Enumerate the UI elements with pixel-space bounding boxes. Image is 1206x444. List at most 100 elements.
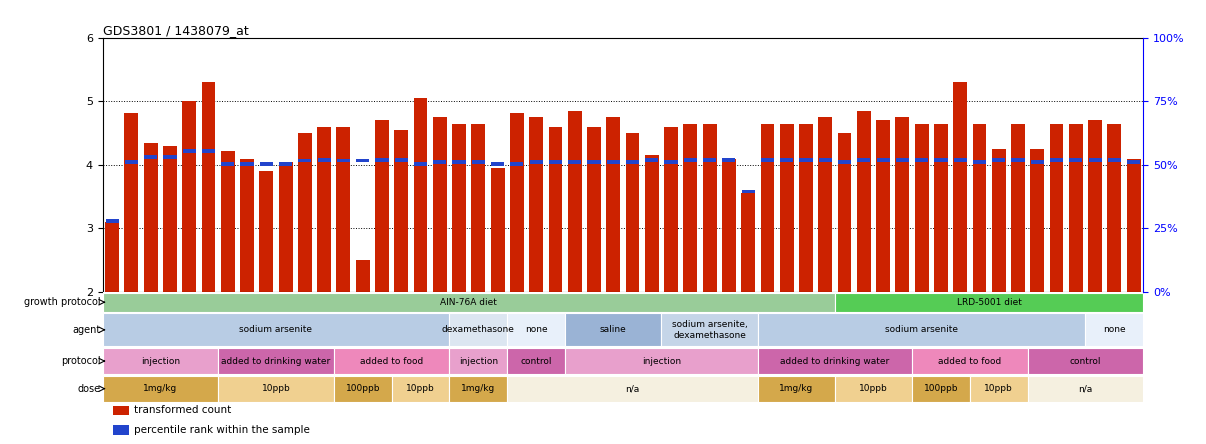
Bar xyxy=(144,143,158,292)
Text: 100ppb: 100ppb xyxy=(345,384,380,393)
Text: control: control xyxy=(521,357,552,365)
Bar xyxy=(877,158,890,162)
Bar xyxy=(124,113,139,292)
Bar xyxy=(912,376,970,402)
Text: injection: injection xyxy=(141,357,180,365)
Bar xyxy=(742,194,755,292)
Bar xyxy=(626,133,639,292)
Bar xyxy=(991,149,1006,292)
Bar xyxy=(568,160,581,163)
Text: AIN-76A diet: AIN-76A diet xyxy=(440,298,497,307)
Bar xyxy=(1107,123,1122,292)
Bar xyxy=(394,130,408,292)
Bar xyxy=(1049,123,1064,292)
Bar xyxy=(1028,376,1143,402)
Bar xyxy=(182,149,195,153)
Bar xyxy=(218,376,334,402)
Bar xyxy=(298,133,312,292)
Text: none: none xyxy=(525,325,548,334)
Bar xyxy=(508,313,566,346)
Bar xyxy=(163,146,177,292)
Text: dexamethasone: dexamethasone xyxy=(441,325,515,334)
Text: GDS3801 / 1438079_at: GDS3801 / 1438079_at xyxy=(103,24,248,36)
Text: 100ppb: 100ppb xyxy=(924,384,958,393)
Bar xyxy=(835,293,1143,312)
Bar xyxy=(757,348,912,374)
Bar xyxy=(336,127,351,292)
Bar xyxy=(510,162,523,166)
Bar xyxy=(761,123,774,292)
Text: injection: injection xyxy=(458,357,498,365)
Bar xyxy=(973,160,987,163)
Bar xyxy=(317,158,330,162)
Bar xyxy=(356,159,369,163)
Text: n/a: n/a xyxy=(1078,384,1093,393)
Bar xyxy=(607,160,620,163)
Bar xyxy=(433,160,446,163)
Bar xyxy=(279,162,293,292)
Text: protocol: protocol xyxy=(60,356,100,366)
Bar xyxy=(298,159,311,163)
Bar xyxy=(993,158,1006,162)
Bar xyxy=(665,127,678,292)
Bar xyxy=(1031,160,1044,163)
Bar xyxy=(113,406,129,416)
Bar xyxy=(780,158,794,162)
Bar xyxy=(472,123,485,292)
Bar xyxy=(912,348,1028,374)
Text: none: none xyxy=(1103,325,1125,334)
Bar xyxy=(838,133,851,292)
Bar xyxy=(684,123,697,292)
Bar xyxy=(933,123,948,292)
Bar xyxy=(221,162,234,166)
Bar xyxy=(954,158,967,162)
Bar xyxy=(1085,313,1143,346)
Bar xyxy=(684,158,697,162)
Text: control: control xyxy=(1070,357,1101,365)
Bar xyxy=(508,376,757,402)
Bar xyxy=(1089,158,1102,162)
Bar xyxy=(510,113,523,292)
Bar xyxy=(356,260,370,292)
Bar xyxy=(508,348,566,374)
Bar xyxy=(144,155,157,159)
Bar xyxy=(472,160,485,163)
Bar xyxy=(279,162,292,166)
Bar xyxy=(1128,160,1140,163)
Bar xyxy=(240,162,253,166)
Text: n/a: n/a xyxy=(626,384,639,393)
Bar xyxy=(317,127,332,292)
Bar xyxy=(722,158,736,162)
Bar xyxy=(450,313,508,346)
Bar xyxy=(661,313,757,346)
Text: 1mg/kg: 1mg/kg xyxy=(779,384,814,393)
Bar xyxy=(915,158,929,162)
Text: added to drinking water: added to drinking water xyxy=(780,357,890,365)
Bar xyxy=(1030,149,1044,292)
Text: LRD-5001 diet: LRD-5001 diet xyxy=(956,298,1021,307)
Bar xyxy=(645,155,658,292)
Bar xyxy=(857,111,871,292)
Bar xyxy=(394,158,408,162)
Text: added to food: added to food xyxy=(359,357,423,365)
Bar xyxy=(103,293,835,312)
Bar xyxy=(240,159,254,292)
Bar xyxy=(1012,158,1025,162)
Bar xyxy=(1069,123,1083,292)
Bar xyxy=(549,127,562,292)
Bar xyxy=(334,376,392,402)
Bar xyxy=(800,158,813,162)
Bar xyxy=(1088,120,1102,292)
Text: sodium arsenite,
dexamethasone: sodium arsenite, dexamethasone xyxy=(672,320,748,340)
Bar xyxy=(780,123,794,292)
Text: added to drinking water: added to drinking water xyxy=(222,357,330,365)
Bar xyxy=(742,190,755,194)
Bar xyxy=(1050,158,1064,162)
Bar xyxy=(259,171,274,292)
Bar xyxy=(529,160,543,163)
Text: percentile rank within the sample: percentile rank within the sample xyxy=(134,424,310,435)
Bar xyxy=(106,219,118,223)
Bar xyxy=(491,168,504,292)
Bar xyxy=(201,82,216,292)
Bar xyxy=(452,123,466,292)
